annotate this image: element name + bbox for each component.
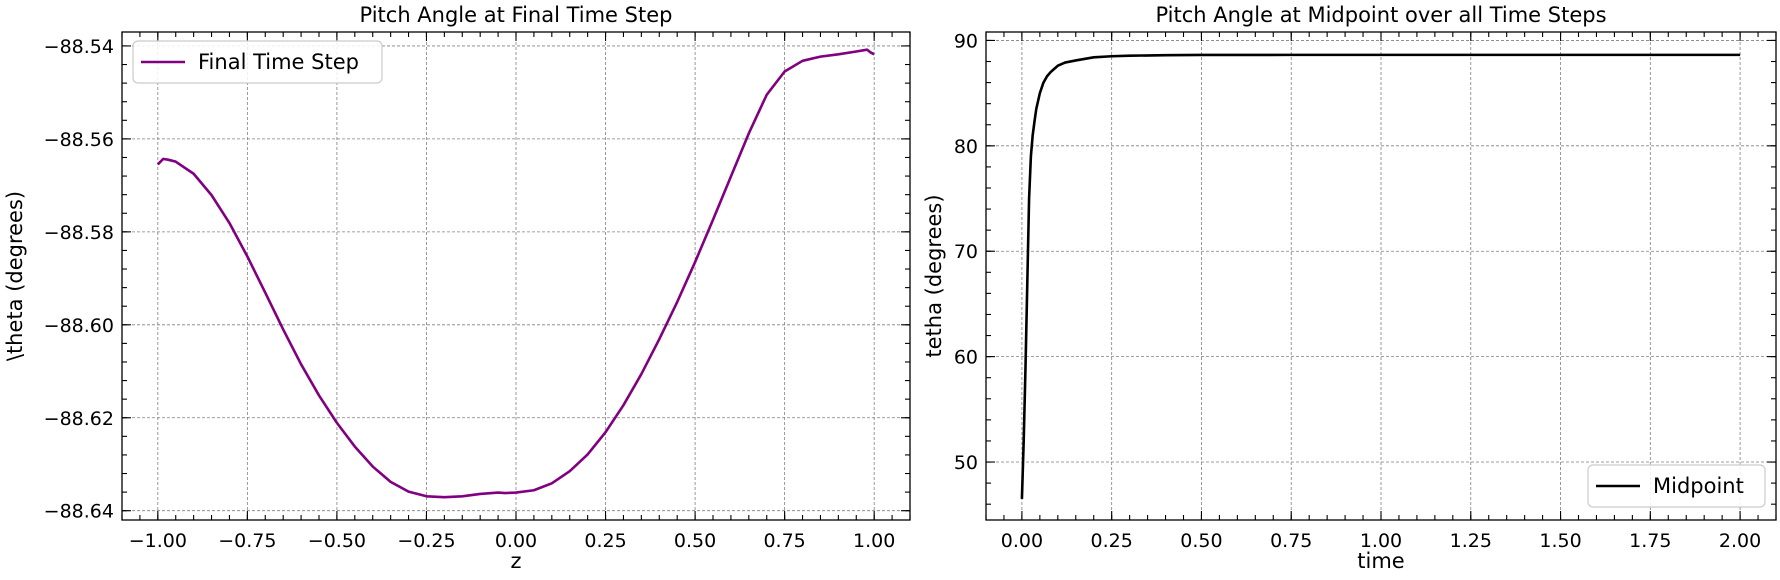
- x-tick-label: 0.50: [1180, 530, 1222, 552]
- x-axis-label: time: [1357, 549, 1404, 573]
- legend: Midpoint: [1587, 464, 1766, 508]
- legend-box: [132, 40, 383, 84]
- x-tick-label: 0.25: [1091, 530, 1133, 552]
- y-tick-labels: −88.64 −88.62 −88.60 −88.58 −88.56 −88.54: [44, 36, 114, 523]
- chart-final-time-step: −1.00 −0.75 −0.50 −0.25 0.00 0.25 0.50 0.75 1.00…: [3, 3, 911, 573]
- ticks: [121, 32, 911, 520]
- series-line: [156, 48, 875, 499]
- plot-frame: [985, 31, 1777, 521]
- grid: [122, 32, 910, 520]
- x-tick-label: 0.00: [495, 530, 537, 552]
- y-tick-label: −88.58: [44, 222, 114, 244]
- y-axis-label: \theta (degrees): [3, 191, 27, 361]
- x-tick-label: 2.00: [1719, 530, 1761, 552]
- y-tick-label: 80: [954, 136, 978, 158]
- x-tick-label: 0.75: [1270, 530, 1312, 552]
- x-tick-label: −1.00: [129, 530, 187, 552]
- y-tick-label: 50: [954, 452, 978, 474]
- legend-box: [1587, 464, 1766, 508]
- ticks: [985, 32, 1777, 520]
- x-tick-label: 0.00: [1001, 530, 1043, 552]
- x-tick-label: 1.00: [853, 530, 895, 552]
- y-tick-label: −88.62: [44, 408, 114, 430]
- x-tick-label: −0.75: [218, 530, 276, 552]
- legend-label: Midpoint: [1653, 474, 1744, 498]
- plot-lines: [156, 48, 875, 499]
- y-tick-label: −88.60: [44, 315, 114, 337]
- x-tick-labels: −1.00 −0.75 −0.50 −0.25 0.00 0.25 0.50 0.75 1.00: [129, 530, 896, 552]
- legend-label: Final Time Step: [198, 50, 359, 74]
- x-tick-label: −0.50: [308, 530, 366, 552]
- x-tick-label: −0.25: [397, 530, 455, 552]
- plot-frame: [121, 31, 911, 521]
- y-tick-label: 90: [954, 30, 978, 52]
- y-axis-label: tetha (degrees): [922, 194, 946, 357]
- chart-title: Pitch Angle at Midpoint over all Time St…: [1155, 3, 1606, 27]
- x-tick-labels: 0.00 0.25 0.50 0.75 1.00 1.25 1.50 1.75 2.00: [1001, 530, 1761, 552]
- plot-lines: [1020, 53, 1741, 499]
- x-axis-label: z: [510, 549, 521, 573]
- x-tick-label: 1.75: [1629, 530, 1671, 552]
- y-tick-label: 70: [954, 241, 978, 263]
- y-tick-label: −88.56: [44, 129, 114, 151]
- x-tick-label: 0.75: [763, 530, 805, 552]
- y-tick-label: −88.64: [44, 501, 114, 523]
- series-line: [1020, 53, 1741, 499]
- chart-midpoint: 0.00 0.25 0.50 0.75 1.00 1.25 1.50 1.75 2.00 50 6…: [922, 3, 1777, 573]
- x-tick-label: 0.25: [584, 530, 626, 552]
- x-tick-label: 1.25: [1450, 530, 1492, 552]
- y-tick-label: −88.54: [44, 36, 114, 58]
- x-tick-label: 1.50: [1539, 530, 1581, 552]
- x-tick-label: 1.00: [1360, 530, 1402, 552]
- legend: Final Time Step: [132, 40, 383, 84]
- grid: [986, 32, 1776, 520]
- x-tick-label: 0.50: [674, 530, 716, 552]
- y-tick-labels: 50 60 70 80 90: [954, 30, 978, 474]
- y-tick-label: 60: [954, 347, 978, 369]
- chart-title: Pitch Angle at Final Time Step: [360, 3, 673, 27]
